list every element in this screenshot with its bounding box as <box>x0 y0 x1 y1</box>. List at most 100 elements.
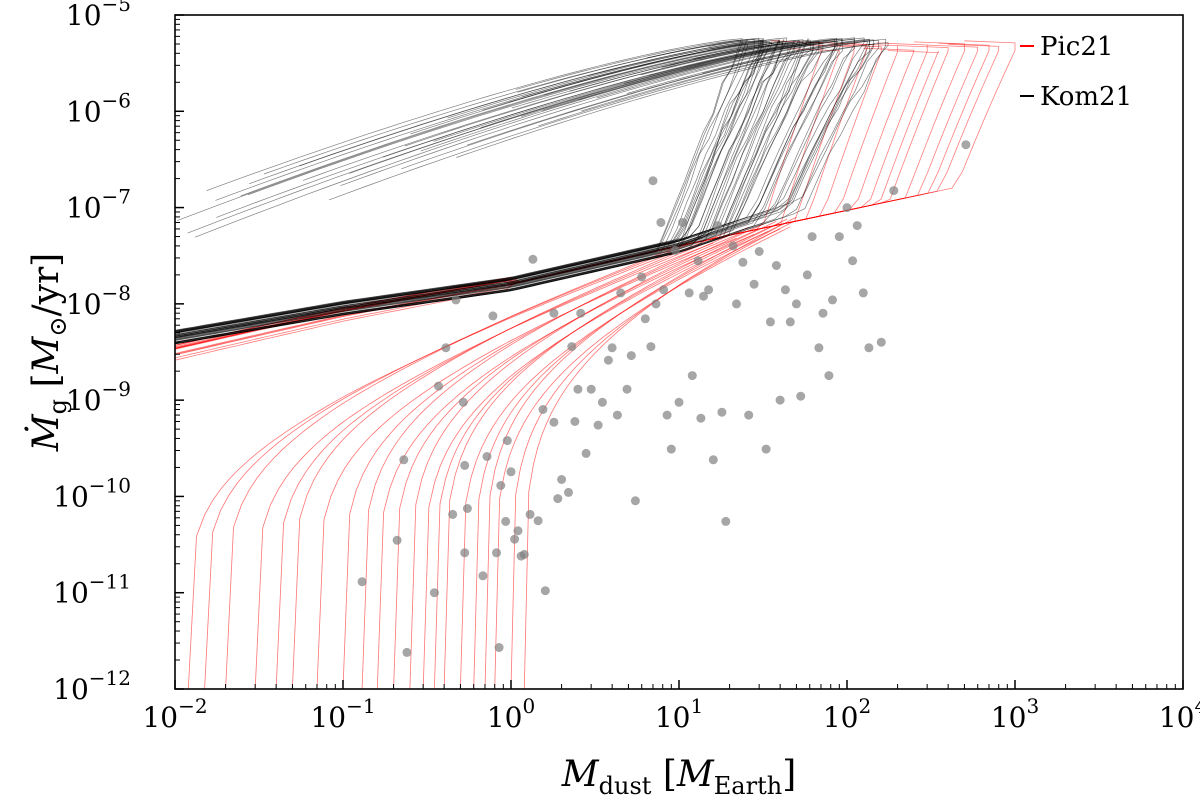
data-point <box>704 285 714 295</box>
data-point <box>478 571 488 581</box>
x-tick-label: 100 <box>487 694 535 734</box>
data-point <box>399 455 409 465</box>
y-tick-label: 10−5 <box>66 0 131 32</box>
data-point <box>780 285 790 295</box>
data-point <box>876 337 886 347</box>
data-point <box>961 140 971 150</box>
data-point <box>616 288 626 298</box>
data-point <box>889 186 899 196</box>
data-point <box>626 351 636 361</box>
y-tick-label: 10−6 <box>66 88 131 128</box>
data-point <box>513 526 523 536</box>
kom21-track <box>174 39 800 341</box>
x-tick-label: 101 <box>655 694 703 734</box>
data-point <box>814 343 824 353</box>
data-point <box>510 534 520 544</box>
data-point <box>828 295 837 305</box>
pic21-track <box>225 236 704 690</box>
x-axis-label-main: M <box>561 754 600 795</box>
y-tick-label: 10−7 <box>66 185 131 225</box>
data-point <box>659 285 669 295</box>
pic21-track <box>409 223 765 690</box>
y-tick-label: 10−11 <box>53 570 131 610</box>
data-point <box>462 504 472 513</box>
data-point <box>678 218 688 227</box>
data-point <box>824 371 834 381</box>
data-point <box>567 342 577 352</box>
data-point <box>674 397 684 407</box>
y-tick-label: 10−8 <box>66 281 131 321</box>
data-point <box>603 355 613 365</box>
data-point <box>761 444 771 454</box>
data-point <box>528 254 538 264</box>
y-tick-label: 10−10 <box>53 473 131 513</box>
pic21-track <box>361 226 749 690</box>
data-point <box>699 291 708 301</box>
data-point <box>717 407 727 417</box>
legend-label-pic21: Pic21 <box>1040 32 1113 62</box>
y-tick-label: 10−12 <box>53 666 131 706</box>
x-axis-label-sub: dust <box>599 772 652 800</box>
data-point <box>488 311 498 321</box>
data-point <box>502 436 512 446</box>
y-axis-label-sub: g <box>44 399 72 414</box>
data-point <box>656 218 666 227</box>
data-point <box>749 279 759 289</box>
data-point <box>708 455 718 465</box>
plot-background <box>175 15 1183 689</box>
data-point <box>754 247 764 256</box>
data-point <box>549 308 559 318</box>
data-point <box>721 516 731 526</box>
y-axis-label: Ṁg [M⊙/yr] <box>25 253 72 452</box>
data-point <box>670 245 680 255</box>
data-point <box>451 295 461 305</box>
y-axis-label-main: Ṁ <box>25 413 67 452</box>
kom21-track <box>174 38 887 333</box>
kom21-track <box>174 40 767 343</box>
data-point <box>586 384 596 394</box>
x-axis-label-unit: M <box>676 754 715 795</box>
data-point <box>460 460 470 470</box>
data-point <box>640 314 650 324</box>
x-tick-label: 102 <box>823 694 871 734</box>
y-axis-label-unit-sub: ⊙ <box>44 317 72 337</box>
pic21-track <box>393 228 760 690</box>
legend-label-kom21: Kom21 <box>1040 82 1132 112</box>
data-point <box>771 261 781 270</box>
y-axis-label-unit: M <box>26 335 67 374</box>
data-point <box>791 299 801 309</box>
data-point <box>593 420 603 430</box>
kom21-track <box>174 39 874 335</box>
data-point <box>637 272 647 282</box>
legend: Pic21 Kom21 <box>1020 32 1132 112</box>
data-point <box>666 444 676 454</box>
y-axis-label-unit-tail: /yr <box>26 266 67 316</box>
data-point <box>533 516 543 526</box>
x-tick-label: 104 <box>1159 694 1200 734</box>
kom21-track <box>174 42 889 345</box>
data-point <box>796 391 806 401</box>
kom21-track <box>174 38 765 334</box>
data-point <box>785 317 795 327</box>
pic21-track <box>523 216 797 690</box>
data-point <box>802 270 812 280</box>
kom21-track <box>174 38 870 334</box>
kom21-track <box>174 41 820 341</box>
data-point <box>848 256 858 266</box>
data-point <box>402 647 412 657</box>
data-point <box>538 405 548 414</box>
data-point <box>573 384 583 394</box>
data-point <box>622 384 632 394</box>
data-point <box>448 509 458 519</box>
x-axis-label: Mdust [MEarth] <box>561 754 796 800</box>
data-point <box>765 317 775 327</box>
data-point <box>557 475 567 484</box>
data-point <box>738 257 748 267</box>
data-point <box>732 299 741 309</box>
kom21-track <box>174 38 842 340</box>
data-point <box>864 343 874 353</box>
data-point <box>597 397 607 407</box>
data-point <box>549 417 559 427</box>
pic21-track <box>254 242 714 690</box>
kom21-track <box>174 42 875 338</box>
